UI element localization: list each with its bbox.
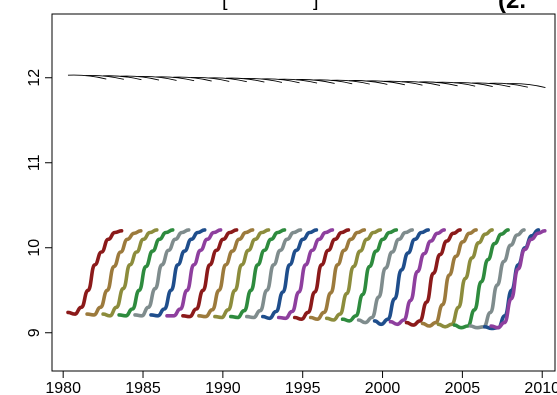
series-line	[372, 228, 430, 327]
series-line	[133, 228, 191, 318]
y-tick-label: 12	[26, 69, 43, 87]
series-line	[404, 228, 462, 327]
series-line	[308, 228, 367, 321]
upper-band-line	[507, 83, 546, 88]
series-line	[276, 228, 335, 321]
x-tick-label: 2010	[524, 380, 557, 395]
title-fragment-panel-label: (2.	[498, 0, 526, 14]
series-line	[292, 228, 351, 321]
x-axis: 1980 1985 1990 1995 2000 2005 2010	[45, 371, 557, 395]
series-line	[436, 228, 494, 329]
series-line	[66, 229, 124, 316]
series-line	[165, 228, 223, 318]
x-tick-label: 2005	[445, 380, 481, 395]
plot-frame	[51, 13, 556, 372]
x-tick-label: 1980	[45, 380, 81, 395]
series-line	[340, 228, 399, 323]
series-line	[489, 229, 547, 330]
x-tick-label: 1985	[125, 380, 161, 395]
series-line	[356, 228, 414, 325]
series-line	[388, 228, 446, 327]
x-tick-label: 2000	[365, 380, 401, 395]
series-line	[117, 228, 175, 318]
y-tick-label: 9	[26, 328, 43, 337]
series-line	[149, 228, 207, 318]
x-tick-label: 1995	[285, 380, 321, 395]
series-line	[468, 228, 526, 330]
series-line	[452, 228, 510, 330]
x-tick-label: 1990	[205, 380, 241, 395]
upper-band-group	[67, 74, 546, 88]
y-tick-label: 11	[26, 154, 43, 171]
series-line	[261, 228, 319, 321]
series-line	[101, 228, 159, 318]
series-line	[197, 228, 255, 319]
series-line	[181, 228, 239, 319]
series-line	[85, 229, 143, 317]
series-group	[66, 228, 547, 331]
series-line	[229, 228, 287, 320]
series-line	[324, 228, 383, 322]
y-axis: 9 10 11 12	[26, 69, 52, 337]
title-fragment-open-bracket: [	[222, 0, 228, 11]
series-line	[420, 228, 478, 328]
series-line	[245, 228, 303, 320]
series-line	[213, 228, 271, 320]
y-tick-label: 10	[26, 239, 43, 257]
title-fragment-close-bracket: ]	[313, 0, 319, 11]
